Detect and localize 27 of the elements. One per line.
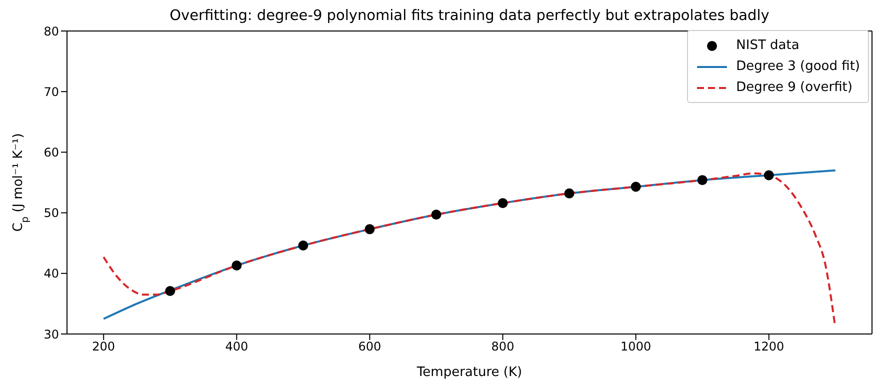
chart-title: Overfitting: degree-9 polynomial fits training data perfectly but extrapolates badly — [168, 8, 770, 24]
y-tick-label: 60 — [44, 145, 59, 160]
point — [630, 182, 641, 192]
point — [364, 224, 375, 234]
x-tick-label: 1200 — [754, 340, 784, 354]
x-tick-label: 200 — [92, 340, 116, 354]
x-tick-label: 400 — [225, 340, 248, 354]
y-tick-label: 40 — [44, 266, 59, 281]
point — [498, 198, 508, 208]
y-tick-label: 50 — [44, 206, 59, 220]
legend-label: NIST data — [736, 38, 800, 53]
point — [298, 240, 308, 251]
y-tick-label: 70 — [44, 84, 59, 99]
x-tick-label: 600 — [358, 340, 382, 354]
point — [764, 170, 774, 180]
legend-label: Degree 3 (good fit) — [736, 59, 860, 74]
point — [232, 260, 242, 271]
y-tick-label: 80 — [44, 24, 59, 38]
y-tick-label: 30 — [44, 327, 59, 342]
point — [697, 175, 708, 186]
point — [564, 188, 574, 198]
legend-label: Degree 9 (overfit) — [736, 80, 852, 95]
point — [165, 286, 176, 296]
point — [431, 210, 442, 220]
x-tick-label: 800 — [491, 340, 514, 354]
x-axis-title: Temperature (K) — [416, 365, 522, 380]
x-tick-label: 1000 — [620, 340, 652, 354]
